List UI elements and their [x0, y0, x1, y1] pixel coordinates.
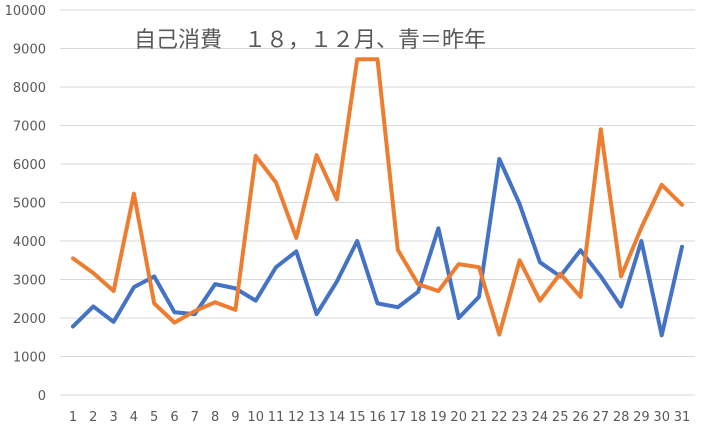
x-tick-label-8: 8 [211, 410, 219, 425]
x-tick-label-5: 5 [150, 410, 158, 425]
x-axis-tick-labels: 1 2 3 4 5 6 7 8 9 10 11 12 13 14 15 16 17 18 19 20 21 22 23 24 2… [69, 410, 690, 425]
chart-title: 自己消費 １８，１２月、青＝昨年 [134, 28, 486, 53]
series-lines [71, 57, 684, 338]
x-tick-label-15: 15 [349, 410, 366, 425]
x-tick-label-20: 20 [450, 410, 467, 425]
y-tick-label-1: 1000 [13, 351, 46, 366]
y-axis-tick-labels: 0 1000 2000 3000 4000 5000 6000 7000 8000 9000 100… [5, 4, 46, 404]
x-tick-label-11: 11 [268, 410, 285, 425]
x-tick-label-1: 1 [69, 410, 77, 425]
x-tick-label-29: 29 [633, 410, 650, 425]
x-tick-label-26: 26 [572, 410, 589, 425]
y-tick-label-3: 3000 [13, 274, 46, 289]
x-tick-label-28: 28 [613, 410, 630, 425]
x-tick-label-16: 16 [369, 410, 386, 425]
y-tick-label-5: 5000 [13, 197, 46, 212]
y-tick-label-9: 9000 [13, 43, 46, 58]
x-tick-label-23: 23 [511, 410, 528, 425]
y-tick-label-6: 6000 [13, 158, 46, 173]
gridlines [60, 9, 695, 396]
x-tick-label-3: 3 [109, 410, 117, 425]
x-tick-label-17: 17 [390, 410, 407, 425]
x-tick-label-31: 31 [674, 410, 691, 425]
x-tick-label-24: 24 [532, 410, 549, 425]
x-tick-label-10: 10 [247, 410, 264, 425]
x-tick-label-2: 2 [89, 410, 97, 425]
x-tick-label-18: 18 [410, 410, 427, 425]
y-tick-label-7: 7000 [13, 120, 46, 135]
x-tick-label-9: 9 [231, 410, 239, 425]
x-tick-label-4: 4 [130, 410, 138, 425]
x-tick-label-13: 13 [308, 410, 325, 425]
x-tick-label-30: 30 [653, 410, 670, 425]
x-tick-label-21: 21 [471, 410, 488, 425]
series-line-0 [71, 157, 684, 338]
x-tick-label-25: 25 [552, 410, 569, 425]
x-tick-label-27: 27 [593, 410, 610, 425]
y-tick-label-0: 0 [38, 389, 46, 404]
x-tick-label-14: 14 [329, 410, 346, 425]
x-tick-label-22: 22 [491, 410, 508, 425]
y-tick-label-4: 4000 [13, 235, 46, 250]
x-tick-label-7: 7 [191, 410, 199, 425]
x-tick-label-12: 12 [288, 410, 305, 425]
x-tick-label-19: 19 [430, 410, 447, 425]
y-tick-label-2: 2000 [13, 312, 46, 327]
y-tick-label-10: 10000 [5, 4, 46, 19]
x-tick-label-6: 6 [170, 410, 178, 425]
y-tick-label-8: 8000 [13, 81, 46, 96]
